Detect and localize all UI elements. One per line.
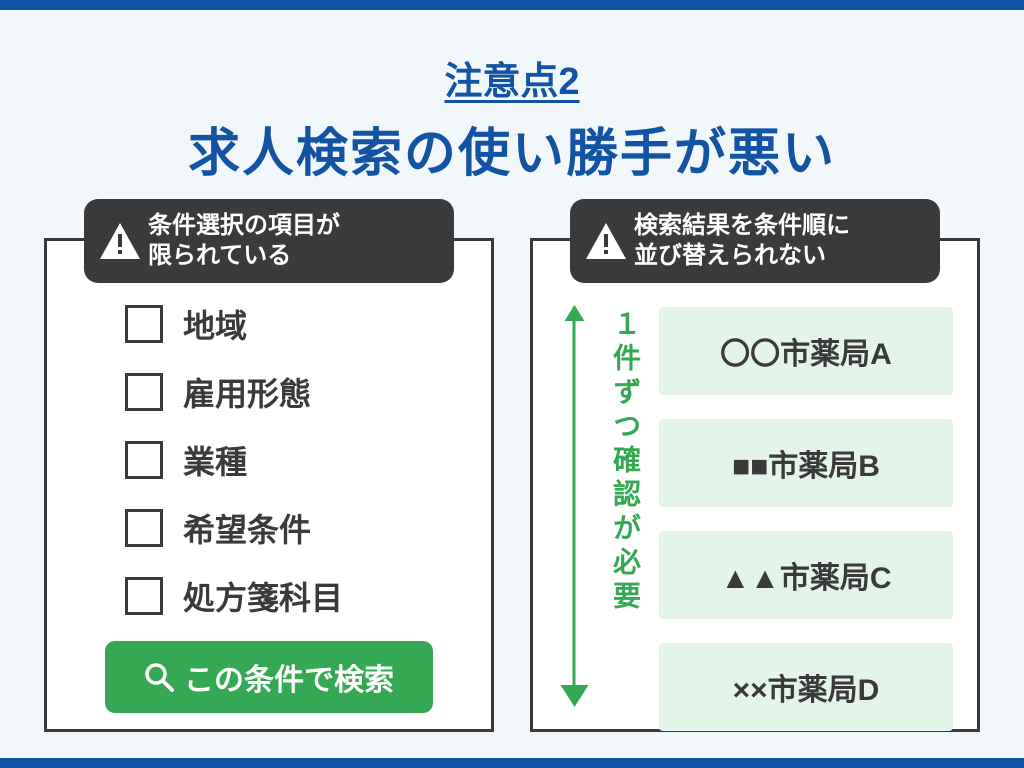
filter-item[interactable]: 処方箋科目 [125,573,467,619]
panel-right-badge-line2: 並び替えられない [634,242,826,269]
panel-left: 条件選択の項目が 限られている 地域 雇用形態 業種 希望条 [44,206,494,758]
filter-item[interactable]: 地域 [125,301,467,347]
panel-right: 検索結果を条件順に 並び替えられない １件ずつ確認が必要 〇〇市薬局A ■■市薬… [530,206,980,758]
filter-label: 処方箋科目 [183,573,343,619]
filter-item[interactable]: 業種 [125,437,467,483]
warning-icon [100,223,140,259]
right-body: １件ずつ確認が必要 〇〇市薬局A ■■市薬局B ▲▲市薬局C ××市薬局D [557,301,953,709]
filter-label: 地域 [183,301,247,347]
panel-right-badge: 検索結果を条件順に 並び替えられない [570,199,940,283]
filter-checklist: 地域 雇用形態 業種 希望条件 処方箋科目 [71,301,467,619]
search-button-label: この条件で検索 [184,655,394,699]
panel-left-badge: 条件選択の項目が 限られている [84,199,454,283]
panel-right-box: 検索結果を条件順に 並び替えられない １件ずつ確認が必要 〇〇市薬局A ■■市薬… [530,238,980,732]
filter-label: 雇用形態 [183,369,311,415]
panel-left-box: 条件選択の項目が 限られている 地域 雇用形態 業種 希望条 [44,238,494,732]
result-item[interactable]: ▲▲市薬局C [659,531,953,619]
result-item[interactable]: 〇〇市薬局A [659,307,953,395]
panel-left-badge-line1: 条件選択の項目が [148,212,340,239]
filter-item[interactable]: 雇用形態 [125,369,467,415]
arrow-vertical-label: １件ずつ確認が必要 [605,305,645,709]
checkbox-icon[interactable] [125,441,163,479]
checkbox-icon[interactable] [125,305,163,343]
checkbox-icon[interactable] [125,509,163,547]
filter-label: 業種 [183,437,247,483]
checkbox-icon[interactable] [125,577,163,615]
kicker: 注意点2 [188,50,836,105]
panels: 条件選択の項目が 限られている 地域 雇用形態 業種 希望条 [0,206,1024,758]
results-list: 〇〇市薬局A ■■市薬局B ▲▲市薬局C ××市薬局D [659,305,953,709]
filter-label: 希望条件 [183,505,311,551]
warning-icon [586,223,626,259]
double-arrow-icon [573,307,576,687]
page-title: 求人検索の使い勝手が悪い [188,111,836,186]
arrow-column [557,305,591,709]
search-icon [144,662,174,692]
result-item[interactable]: ■■市薬局B [659,419,953,507]
panel-right-badge-line1: 検索結果を条件順に [634,212,850,239]
filter-item[interactable]: 希望条件 [125,505,467,551]
panel-left-badge-line2: 限られている [148,242,291,269]
result-item[interactable]: ××市薬局D [659,643,953,731]
search-button[interactable]: この条件で検索 [105,641,433,713]
header: 注意点2 求人検索の使い勝手が悪い [188,10,836,206]
checkbox-icon[interactable] [125,373,163,411]
